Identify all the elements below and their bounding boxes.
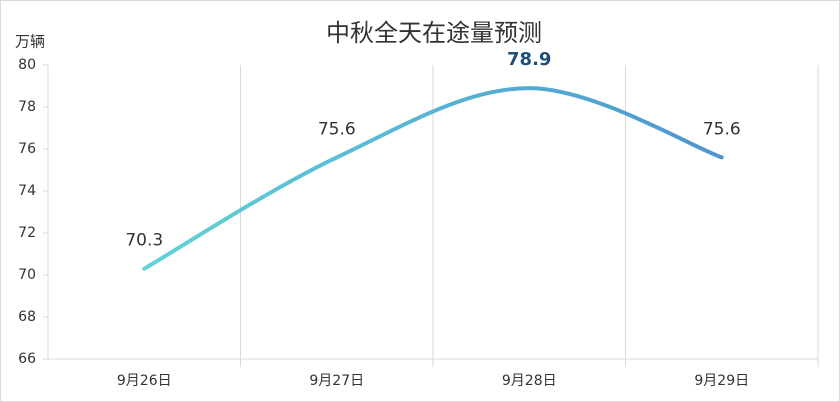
x-tick-label: 9月27日 (309, 373, 364, 389)
y-tick-label: 66 (18, 351, 36, 367)
x-tick-label: 9月29日 (694, 373, 749, 389)
y-tick-label: 80 (18, 57, 36, 73)
y-tick-label: 72 (18, 225, 36, 241)
y-tick-label: 70 (18, 267, 36, 283)
data-label: 75.6 (703, 119, 741, 139)
line (142, 86, 724, 271)
chart-title: 中秋全天在途量预测 (326, 19, 542, 47)
y-tick-label: 76 (18, 141, 36, 157)
y-tick-label: 78 (18, 99, 36, 115)
x-tick-label: 9月26日 (117, 373, 172, 389)
y-axis-unit: 万辆 (15, 33, 45, 51)
data-label: 78.9 (507, 49, 551, 70)
data-label: 70.3 (125, 231, 163, 251)
y-tick-label: 68 (18, 309, 36, 325)
data-label: 75.6 (318, 119, 356, 139)
x-tick-label: 9月28日 (502, 373, 557, 389)
y-tick-label: 74 (18, 183, 36, 199)
